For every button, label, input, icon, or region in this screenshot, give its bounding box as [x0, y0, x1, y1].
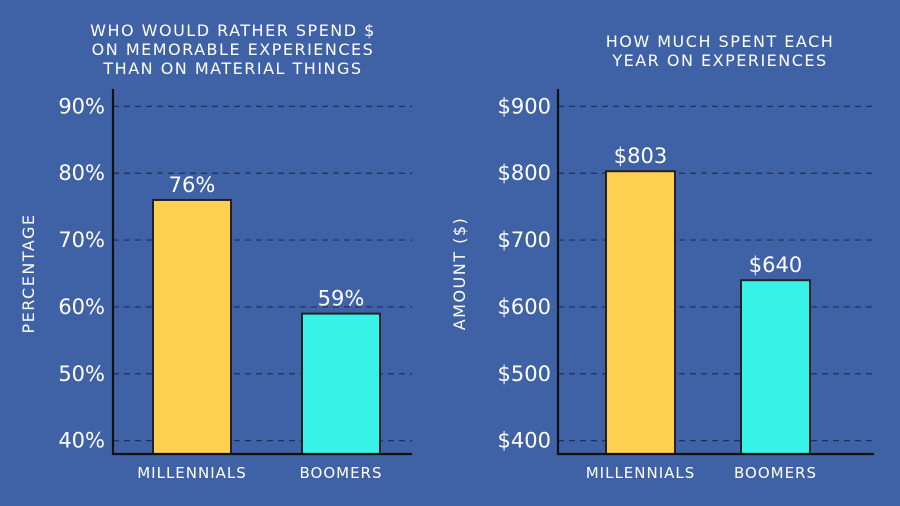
x-category-label: BOOMERS: [734, 464, 817, 482]
y-tick-label: $800: [498, 161, 551, 185]
y-tick-label: $400: [498, 429, 551, 453]
y-tick-label: $900: [498, 94, 551, 118]
y-tick-label: $600: [498, 295, 551, 319]
y-axis-label: PERCENTAGE: [19, 213, 38, 333]
chart-title-line: HOW MUCH SPENT EACH: [606, 32, 835, 51]
axis-lines: [111, 89, 412, 456]
chart-title-line: WHO WOULD RATHER SPEND $: [90, 21, 376, 40]
chart-title-line: YEAR ON EXPERIENCES: [611, 51, 827, 70]
data-label: $640: [749, 253, 802, 277]
bar-millennials: [605, 170, 676, 455]
y-tick-label: 60%: [58, 295, 105, 319]
bar-millennials: [152, 198, 232, 455]
x-category-label: MILLENNIALS: [586, 464, 696, 482]
y-tick-label: 80%: [58, 161, 105, 185]
y-tick-label: 50%: [58, 362, 105, 386]
y-tick-label: $500: [498, 362, 551, 386]
x-category-label: BOOMERS: [299, 464, 382, 482]
bar-boomers: [301, 312, 381, 455]
y-tick-label: 40%: [58, 429, 105, 453]
bar-boomers: [740, 279, 811, 455]
chart-title-line: ON MEMORABLE EXPERIENCES: [92, 40, 375, 59]
data-label: $803: [614, 144, 667, 168]
y-tick-label: 70%: [58, 228, 105, 252]
data-label: 76%: [169, 173, 216, 197]
y-axis-label: AMOUNT ($): [450, 217, 469, 331]
axis-lines: [556, 89, 874, 456]
chart-title-line: THAN ON MATERIAL THINGS: [102, 59, 362, 78]
y-tick-label: $700: [498, 228, 551, 252]
chart-1: WHO WOULD RATHER SPEND $ON MEMORABLE EXP…: [19, 21, 412, 482]
x-category-label: MILLENNIALS: [137, 464, 247, 482]
data-label: 59%: [318, 287, 365, 311]
y-tick-label: 90%: [58, 94, 105, 118]
